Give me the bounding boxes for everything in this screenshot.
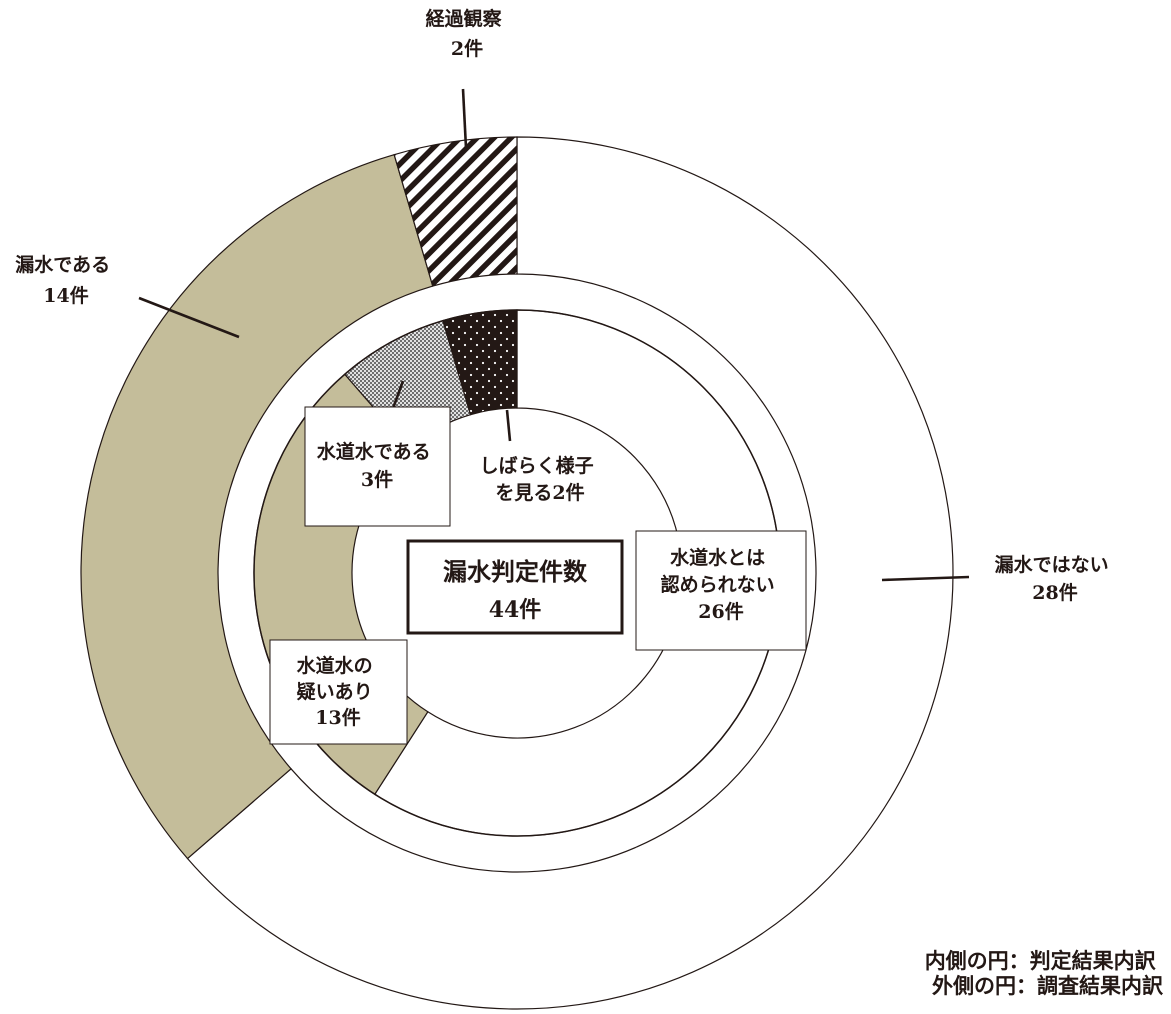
legend-outer: 外側の円：調査結果内訳: [932, 973, 1164, 998]
label-boxes: [269, 406, 807, 745]
label-observation-line1: 経過観察: [426, 7, 503, 30]
label-wait-and-see: しばらく様子 を見る2件: [480, 454, 601, 504]
label-wait-and-see-line1: しばらく様子: [480, 454, 594, 477]
label-not-leak-line1: 漏水ではない: [995, 554, 1109, 576]
outer-slice-leak: [80, 153, 434, 860]
leader-not-leak: [881, 575, 970, 582]
label-suspected-tap-water-line2: 疑いあり: [297, 681, 373, 703]
label-box-tap-water: [304, 406, 451, 527]
leader-leak: [138, 296, 240, 339]
center-box: [406, 539, 624, 635]
outer-ring: [80, 136, 954, 1010]
label-suspected-tap-water-line3: 13件: [315, 706, 360, 729]
label-tap-water-line2: 3件: [361, 468, 393, 491]
label-tap-water: 水道水である 3件: [317, 440, 437, 491]
label-not-tap-water-line2: 認められない: [661, 573, 775, 596]
outer-slice-not-leak: [186, 136, 954, 1010]
label-suspected-tap-water: 水道水の 疑いあり 13件: [297, 654, 380, 729]
label-leak: 漏水である 14件: [15, 254, 116, 307]
outer-slice-observation: [393, 136, 518, 287]
label-not-tap-water-line1: 水道水とは: [670, 546, 765, 569]
center-title: 漏水判定件数: [443, 557, 588, 586]
label-observation: 経過観察 2件: [426, 7, 509, 60]
center-value: 44件: [489, 597, 542, 623]
leader-observation: [461, 88, 468, 149]
label-not-leak: 漏水ではない 28件: [995, 554, 1116, 604]
label-tap-water-line1: 水道水である: [317, 440, 431, 463]
leader-wait-and-see: [505, 409, 512, 442]
label-leak-line1: 漏水である: [15, 254, 110, 276]
legend-inner: 内側の円：判定結果内訳: [925, 948, 1157, 973]
label-box-not-tap-water: [635, 530, 807, 651]
label-not-tap-water-line3: 26件: [698, 600, 743, 623]
label-observation-line2: 2件: [451, 37, 483, 60]
label-box-suspected-tap-water: [269, 639, 408, 745]
label-wait-and-see-line2: を見る2件: [495, 481, 584, 504]
label-not-leak-line2: 28件: [1032, 581, 1077, 604]
label-leak-line2: 14件: [43, 284, 88, 307]
label-suspected-tap-water-line1: 水道水の: [297, 654, 373, 677]
label-not-tap-water: 水道水とは 認められない 26件: [661, 546, 782, 623]
legend-note: 内側の円：判定結果内訳 外側の円：調査結果内訳: [925, 948, 1164, 998]
